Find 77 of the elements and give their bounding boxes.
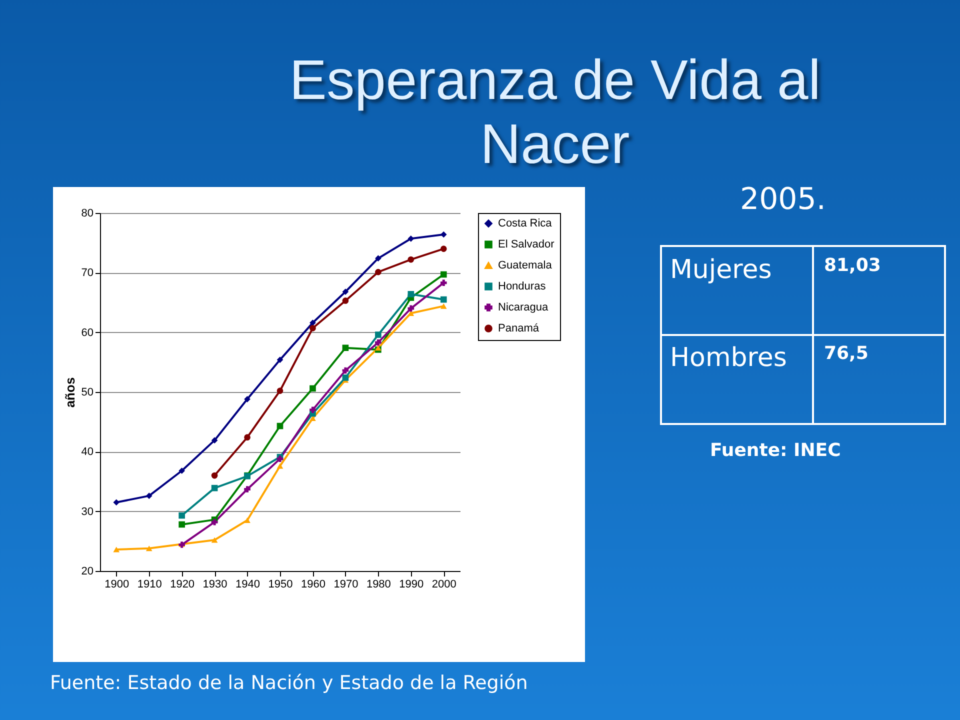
point [146, 546, 152, 552]
y-tick-label: 50 [81, 386, 94, 398]
source-note: Fuente: INEC [710, 440, 841, 461]
x-tick-label: 1910 [137, 578, 162, 590]
x-tick-label: 2000 [432, 578, 456, 590]
point [211, 472, 218, 479]
point [408, 235, 414, 242]
x-tick-label: 1920 [170, 578, 195, 590]
point [342, 374, 349, 381]
point [276, 422, 284, 430]
x-tick-label: 1990 [399, 578, 424, 590]
point [244, 486, 250, 492]
legend-label: Panamá [498, 322, 540, 334]
point [440, 303, 447, 309]
point [244, 518, 250, 524]
text: Hombres [670, 343, 787, 373]
text: 81,03 [824, 255, 881, 276]
point [310, 325, 316, 332]
point [440, 271, 447, 278]
point [113, 546, 120, 552]
point [178, 512, 185, 519]
point [375, 339, 382, 346]
x-tick-label: 1940 [236, 578, 260, 590]
point [211, 537, 218, 543]
point [375, 268, 382, 276]
point [440, 296, 447, 303]
point [375, 255, 382, 262]
x-tick-label: 1900 [104, 578, 130, 590]
point [408, 305, 414, 312]
point [276, 463, 284, 469]
point [211, 437, 218, 444]
source-note: Fuente: Estado de la Nación y Estado de la Región [50, 672, 528, 694]
point [276, 388, 284, 394]
point [342, 288, 349, 295]
point [310, 406, 316, 414]
x-tick-label: 1930 [202, 578, 228, 590]
y-tick-label: 40 [81, 446, 94, 458]
point [342, 298, 349, 304]
point [440, 231, 447, 238]
point [342, 344, 349, 352]
x-tick-label: 1960 [300, 578, 326, 590]
point [310, 385, 316, 392]
legend-label: Nicaragua [498, 302, 550, 314]
point [211, 484, 218, 492]
point [211, 518, 218, 526]
point [244, 434, 250, 440]
text: 2005. [740, 182, 826, 217]
y-axis-title: años [62, 377, 78, 408]
point [408, 290, 414, 298]
point [244, 396, 250, 402]
y-tick-label: 30 [81, 506, 94, 518]
x-tick-label: 1980 [366, 578, 391, 590]
point [276, 356, 284, 363]
legend-label: Guatemala [498, 260, 553, 272]
y-tick-label: 60 [81, 326, 94, 339]
point [408, 310, 414, 316]
point [375, 332, 382, 338]
legend-label: El Salvador [498, 238, 555, 250]
x-tick-label: 1950 [268, 578, 293, 590]
point [310, 320, 316, 326]
y-tick-label: 80 [81, 208, 94, 220]
point [178, 521, 185, 528]
y-tick-label: 70 [81, 267, 94, 280]
text: 76,5 [824, 343, 868, 364]
point [440, 246, 447, 252]
y-tick-label: 20 [81, 566, 94, 578]
legend-label: Costa Rica [498, 218, 553, 230]
legend-label: Honduras [498, 280, 546, 292]
point [178, 468, 185, 474]
point [146, 492, 152, 499]
point [342, 367, 349, 374]
x-tick-label: 1970 [334, 578, 358, 590]
point [408, 256, 414, 263]
chart-title: Esperanza de Vida al Nacer [288, 48, 822, 176]
point [440, 280, 447, 286]
text: Mujeres [670, 255, 772, 285]
point [113, 499, 120, 506]
